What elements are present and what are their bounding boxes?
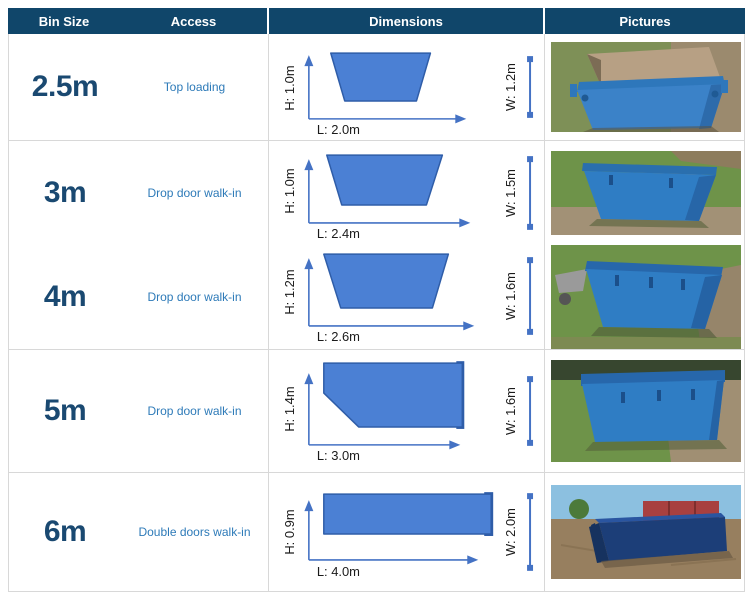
column-header-dimensions: Dimensions (267, 8, 543, 34)
height-label: H: 1.2m (282, 269, 297, 314)
access-value: Drop door walk-in (147, 186, 242, 200)
width-label: W: 1.6m (503, 272, 518, 320)
dimension-diagram-2-5m: H: 1.0m L: 2.0m W: 1.2m (282, 52, 534, 137)
table-row: 6m Double doors walk-in H: 0.9m L: 4.0m … (8, 473, 745, 592)
table-row: 5m Drop door walk-in H: 1.4m L: 3.0m W: … (8, 350, 745, 473)
length-label: L: 2.4m (317, 226, 360, 241)
table-header-row: Bin Size Access Dimensions Pictures (8, 8, 745, 34)
bin-size-value: 5m (43, 394, 87, 427)
table-row: 3m Drop door walk-in H: 1.0m L: 2.4m W: … (8, 141, 745, 245)
height-label: H: 1.4m (282, 386, 297, 431)
access-value: Double doors walk-in (138, 525, 251, 539)
height-label: H: 1.0m (282, 65, 297, 110)
access-value: Top loading (163, 80, 226, 94)
length-label: L: 2.0m (317, 122, 360, 137)
bin-photo (550, 151, 741, 235)
table-row: 4m Drop door walk-in H: 1.2m L: 2.6m W: … (8, 245, 745, 350)
bin-photo (550, 360, 741, 462)
height-label: H: 1.0m (282, 168, 297, 213)
access-value: Drop door walk-in (147, 404, 242, 418)
bin-photo (550, 42, 741, 132)
width-label: W: 2.0m (503, 508, 518, 556)
dimension-diagram-3m: H: 1.0m L: 2.4m W: 1.5m (282, 154, 534, 241)
dimension-diagram-5m: H: 1.4m L: 3.0m W: 1.6m (282, 361, 534, 463)
length-label: L: 3.0m (317, 448, 360, 463)
width-label: W: 1.5m (503, 169, 518, 217)
dimension-diagram-4m: H: 1.2m L: 2.6m W: 1.6m (282, 253, 534, 344)
width-label: W: 1.6m (503, 387, 518, 435)
column-header-access: Access (170, 13, 217, 29)
access-value: Drop door walk-in (147, 290, 242, 304)
dimension-diagram-6m: H: 0.9m L: 4.0m W: 2.0m (282, 492, 534, 579)
table-row: 2.5m Top loading H: 1.0m L: 2.0m W: 1.2m (8, 34, 745, 141)
bin-size-value: 3m (43, 176, 87, 209)
column-header-pictures: Pictures (543, 8, 745, 34)
bin-size-value: 4m (43, 280, 87, 313)
length-label: L: 2.6m (317, 329, 360, 344)
column-header-bin-size: Bin Size (38, 13, 90, 29)
bin-photo (550, 245, 741, 349)
width-label: W: 1.2m (503, 63, 518, 111)
length-label: L: 4.0m (317, 564, 360, 579)
bin-size-table: Bin Size Access Dimensions Pictures 2.5m… (8, 8, 745, 592)
bin-size-value: 2.5m (31, 70, 99, 103)
bin-photo (550, 485, 741, 579)
height-label: H: 0.9m (282, 509, 297, 554)
bin-size-value: 6m (43, 515, 87, 548)
